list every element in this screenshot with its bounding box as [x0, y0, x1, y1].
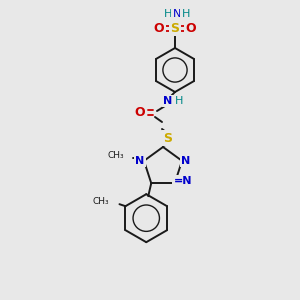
Text: O: O: [154, 22, 164, 34]
Text: O: O: [186, 22, 196, 34]
Text: S: S: [170, 22, 179, 34]
Text: methyl: methyl: [119, 154, 124, 155]
Text: O: O: [135, 106, 145, 119]
Text: H: H: [175, 96, 183, 106]
Text: =N: =N: [173, 176, 192, 186]
Text: CH₃: CH₃: [93, 197, 110, 206]
Text: N: N: [182, 156, 190, 166]
Text: N: N: [135, 156, 145, 166]
Text: S: S: [164, 131, 172, 145]
Text: N: N: [173, 9, 181, 19]
Text: H: H: [164, 9, 172, 19]
Text: CH₃: CH₃: [107, 151, 124, 160]
Text: N: N: [164, 96, 172, 106]
Text: H: H: [182, 9, 190, 19]
